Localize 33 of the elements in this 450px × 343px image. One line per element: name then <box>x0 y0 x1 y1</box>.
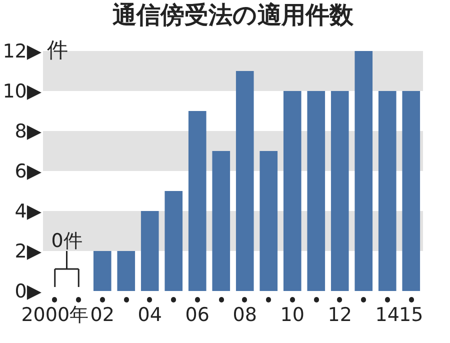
y-tick-label: 10▶ <box>2 80 42 102</box>
bar <box>236 71 254 291</box>
y-tick-label: 4▶ <box>14 200 42 222</box>
bar <box>117 251 136 291</box>
bar <box>212 151 230 291</box>
chart-title: 通信傍受法の適用件数 <box>112 1 354 29</box>
bar <box>283 91 302 291</box>
x-tick-label: 12 <box>328 304 352 326</box>
bar <box>260 151 278 291</box>
bar <box>330 91 349 291</box>
x-tick-label: 02 <box>90 304 114 326</box>
y-axis-title: 件 <box>47 38 68 62</box>
bar <box>378 91 396 291</box>
y-tick-label: 8▶ <box>14 120 42 142</box>
bar <box>402 91 420 291</box>
bar <box>140 211 159 291</box>
x-tick-label: 04 <box>138 304 162 326</box>
annotation: 0件 <box>51 230 82 252</box>
y-tick-label: 6▶ <box>14 160 42 182</box>
x-tick-label: 06 <box>185 304 210 326</box>
y-tick-label: 12▶ <box>2 40 42 62</box>
x-tick-label: 15 <box>399 304 424 326</box>
x-tick-label: 14 <box>375 304 400 326</box>
y-tick-label: 2▶ <box>14 240 42 262</box>
x-tick-label: 10 <box>280 304 304 326</box>
bar <box>164 191 183 291</box>
bar <box>188 111 206 291</box>
x-tick-label: 2000年 <box>21 304 89 326</box>
bar <box>93 251 112 291</box>
bar <box>307 91 326 291</box>
x-tick-label: 08 <box>232 304 257 326</box>
y-tick-label: 0▶ <box>14 280 42 302</box>
bar <box>354 51 373 291</box>
